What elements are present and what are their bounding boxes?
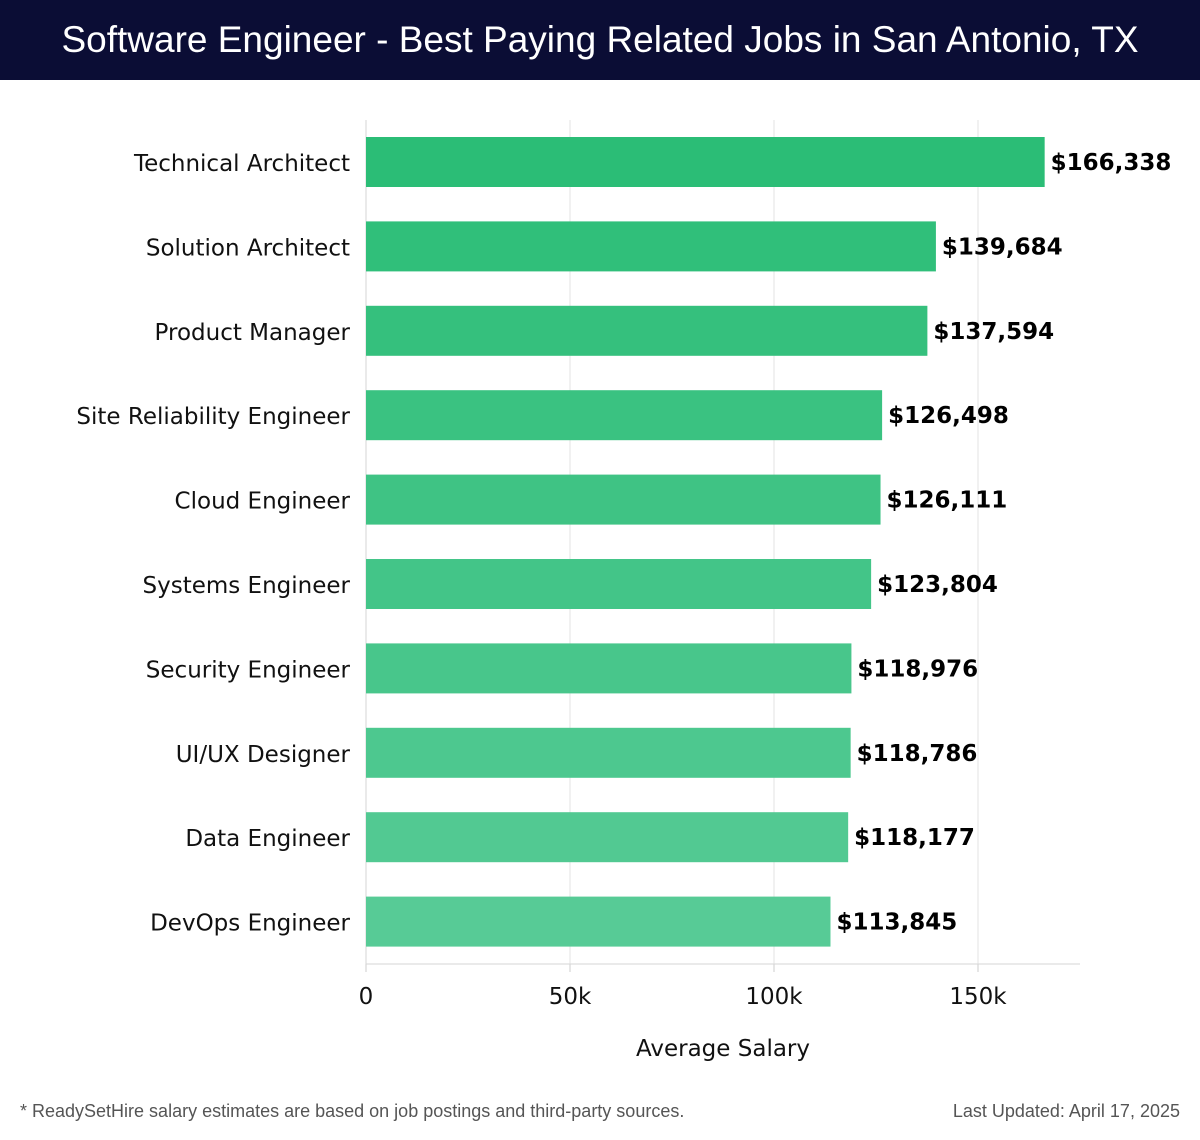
category-label: Site Reliability Engineer — [76, 404, 350, 430]
x-tick-label: 150k — [949, 984, 1007, 1010]
category-label: UI/UX Designer — [176, 742, 351, 768]
value-label: $126,498 — [888, 403, 1009, 429]
x-axis-label: Average Salary — [636, 1036, 810, 1062]
chart-title: Software Engineer - Best Paying Related … — [0, 0, 1200, 80]
value-label: $137,594 — [933, 319, 1054, 345]
category-label: Product Manager — [155, 320, 351, 346]
x-tick-label: 100k — [745, 984, 803, 1010]
bar — [366, 390, 883, 441]
bar — [366, 137, 1045, 187]
value-label: $139,684 — [942, 234, 1063, 260]
value-label: $123,804 — [877, 572, 998, 598]
bar — [366, 727, 851, 778]
bar — [366, 812, 849, 863]
value-label: $118,177 — [854, 825, 975, 851]
x-tick-label: 0 — [359, 984, 374, 1010]
category-label: Solution Architect — [146, 235, 350, 261]
footnote: * ReadySetHire salary estimates are base… — [20, 1101, 685, 1121]
value-label: $118,976 — [857, 656, 978, 682]
category-label: Data Engineer — [185, 826, 350, 852]
value-label: $126,111 — [887, 488, 1008, 514]
category-label: DevOps Engineer — [150, 911, 350, 937]
category-label: Security Engineer — [146, 657, 351, 683]
value-label: $118,786 — [857, 741, 978, 767]
bar — [366, 643, 852, 694]
bar — [366, 559, 872, 609]
bar — [366, 221, 936, 272]
value-label: $113,845 — [836, 910, 957, 936]
x-tick-label: 50k — [549, 984, 592, 1010]
category-label: Technical Architect — [133, 151, 350, 177]
bar — [366, 474, 881, 525]
bar — [366, 305, 928, 356]
last-updated: Last Updated: April 17, 2025 — [952, 1101, 1180, 1121]
category-label: Systems Engineer — [143, 573, 351, 599]
category-label: Cloud Engineer — [175, 489, 351, 515]
bar — [366, 896, 831, 947]
value-label: $166,338 — [1051, 150, 1172, 176]
